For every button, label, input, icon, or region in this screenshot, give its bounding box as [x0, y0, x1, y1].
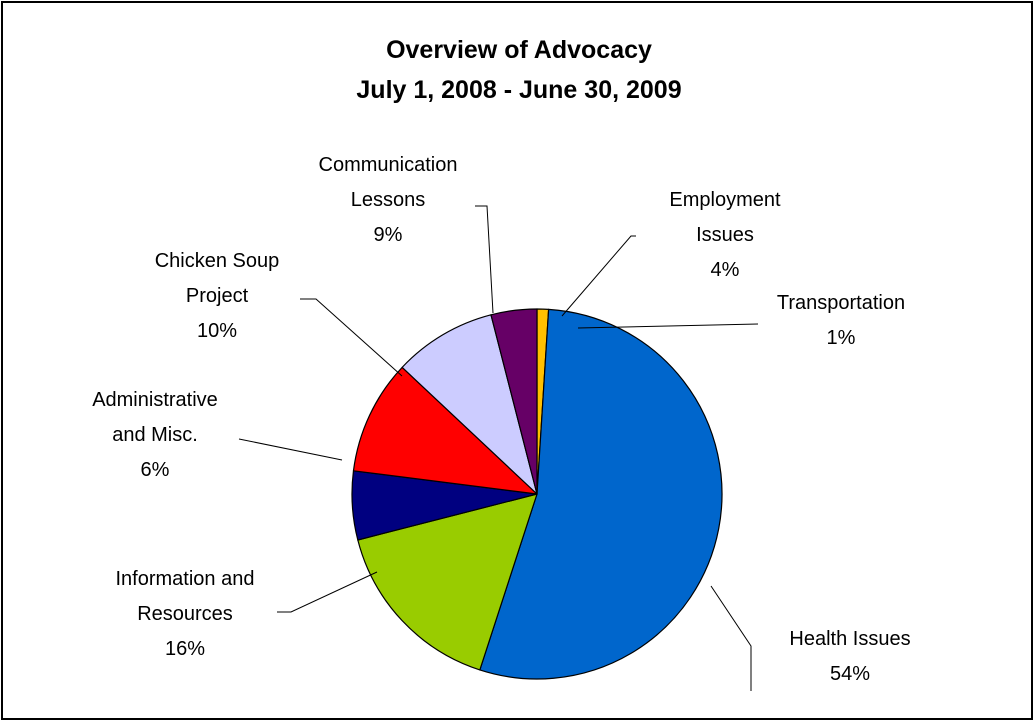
slice-category-information-and-resources: Information and	[116, 568, 255, 590]
chart-subtitle: July 1, 2008 - June 30, 2009	[356, 76, 682, 104]
leader-line-transportation	[577, 323, 759, 329]
leader-line-administrative-and-misc	[238, 438, 343, 461]
slice-percent-employment-issues: 4%	[711, 259, 740, 281]
slice-category-information-and-resources: Resources	[137, 603, 233, 625]
pie-slice-chicken-soup-project	[352, 366, 538, 495]
slice-label-transportation: Transportation 1%	[777, 292, 905, 349]
pie-chart: Transportation 1% Health Issues 54% Informat…	[92, 154, 911, 691]
pie-slices	[351, 308, 723, 680]
leader-line-chicken-soup-project	[300, 298, 403, 377]
slice-label-information-and-resources: Information and Resources 16%	[116, 568, 255, 660]
slice-label-chicken-soup-project: Chicken Soup Project 10%	[155, 250, 280, 342]
slice-category-communication-lessons: Communication	[319, 154, 458, 176]
slice-percent-chicken-soup-project: 10%	[197, 320, 237, 342]
slice-percent-information-and-resources: 16%	[165, 638, 205, 660]
chart-title: Overview of Advocacy July 1, 2008 - June…	[3, 30, 1035, 110]
slice-percent-communication-lessons: 9%	[374, 224, 403, 246]
slice-percent-health-issues: 54%	[830, 663, 870, 685]
pie-slice-health-issues	[479, 308, 723, 680]
slice-percent-transportation: 1%	[827, 327, 856, 349]
slice-category-health-issues: Health Issues	[789, 628, 910, 650]
leader-line-information-and-resources	[277, 571, 378, 613]
leader-line-employment-issues	[561, 235, 636, 317]
slice-category-chicken-soup-project: Project	[186, 285, 249, 307]
slice-label-communication-lessons: Communication Lessons 9%	[319, 154, 458, 246]
slice-label-administrative-and-misc: Administrative and Misc. 6%	[92, 389, 218, 481]
leader-line-health-issues	[710, 585, 752, 691]
pie-slice-information-and-resources	[357, 493, 538, 671]
slice-category-employment-issues: Employment	[669, 189, 781, 211]
pie-slice-communication-lessons	[401, 314, 538, 495]
chart-title-line-1: Overview of Advocacy	[386, 36, 652, 64]
leader-line-communication-lessons	[475, 205, 494, 314]
slice-category-chicken-soup-project: Chicken Soup	[155, 250, 280, 272]
slice-percent-administrative-and-misc: 6%	[141, 459, 170, 481]
slice-category-administrative-and-misc: and Misc.	[112, 424, 198, 446]
slice-label-health-issues: Health Issues 54%	[789, 628, 910, 685]
slice-category-communication-lessons: Lessons	[351, 189, 426, 211]
slice-category-employment-issues: Issues	[696, 224, 754, 246]
slice-category-administrative-and-misc: Administrative	[92, 389, 218, 411]
slice-labels: Transportation 1% Health Issues 54% Informat…	[92, 154, 910, 685]
slice-label-employment-issues: Employment Issues 4%	[669, 189, 781, 281]
pie-slice-employment-issues	[490, 308, 538, 495]
leader-lines	[238, 205, 759, 691]
slice-category-transportation: Transportation	[777, 292, 905, 314]
